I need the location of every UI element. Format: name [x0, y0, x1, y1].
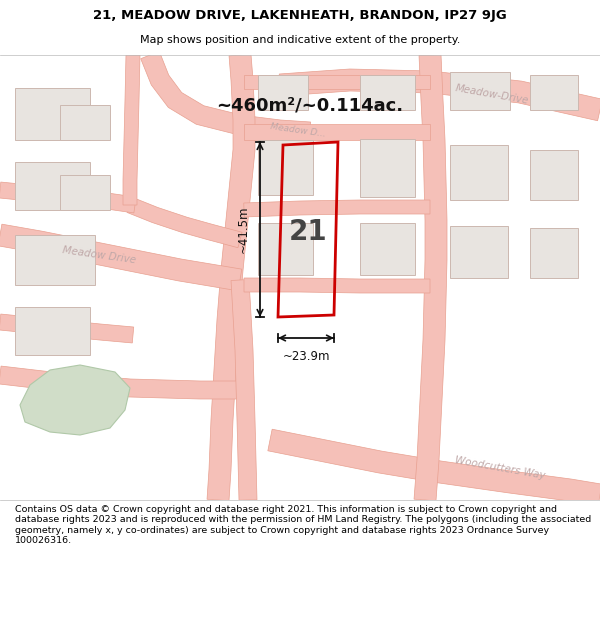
Text: Meadow Drive: Meadow Drive: [62, 245, 137, 265]
Bar: [258, 223, 313, 275]
Polygon shape: [0, 314, 134, 343]
Text: Contains OS data © Crown copyright and database right 2021. This information is : Contains OS data © Crown copyright and d…: [15, 505, 591, 545]
Text: ~23.9m: ~23.9m: [282, 350, 330, 363]
Polygon shape: [0, 224, 242, 291]
Polygon shape: [123, 55, 140, 205]
Polygon shape: [20, 365, 130, 435]
Bar: [258, 76, 303, 108]
Polygon shape: [231, 279, 257, 500]
Polygon shape: [244, 75, 430, 89]
Polygon shape: [268, 429, 600, 506]
Polygon shape: [279, 69, 600, 121]
Polygon shape: [0, 182, 136, 213]
Bar: [60, 175, 110, 210]
Polygon shape: [244, 124, 430, 140]
Text: ~460m²/~0.114ac.: ~460m²/~0.114ac.: [217, 96, 404, 114]
Polygon shape: [207, 54, 255, 501]
Bar: [15, 235, 95, 285]
Bar: [450, 145, 508, 200]
Bar: [530, 228, 578, 278]
Polygon shape: [141, 51, 311, 142]
Bar: [60, 105, 110, 140]
Bar: [530, 75, 578, 110]
Text: 21: 21: [289, 218, 328, 246]
Bar: [15, 162, 90, 210]
Bar: [360, 223, 415, 275]
Bar: [258, 140, 313, 195]
Text: ~41.5m: ~41.5m: [237, 206, 250, 253]
Text: Map shows position and indicative extent of the property.: Map shows position and indicative extent…: [140, 34, 460, 44]
Polygon shape: [244, 200, 430, 217]
Text: 21, MEADOW DRIVE, LAKENHEATH, BRANDON, IP27 9JG: 21, MEADOW DRIVE, LAKENHEATH, BRANDON, I…: [93, 9, 507, 22]
Polygon shape: [127, 198, 242, 248]
Polygon shape: [414, 54, 447, 501]
Text: Meadow D...: Meadow D...: [270, 122, 326, 138]
Text: Meadow-Drive: Meadow-Drive: [454, 84, 530, 106]
Bar: [258, 75, 308, 110]
Polygon shape: [0, 366, 240, 399]
Text: Woodcutters Way: Woodcutters Way: [454, 455, 546, 481]
Bar: [360, 75, 415, 110]
Bar: [530, 150, 578, 200]
Bar: [360, 139, 415, 197]
Bar: [450, 72, 510, 110]
Bar: [450, 226, 508, 278]
Bar: [15, 88, 90, 140]
Polygon shape: [244, 278, 430, 293]
Bar: [15, 307, 90, 355]
